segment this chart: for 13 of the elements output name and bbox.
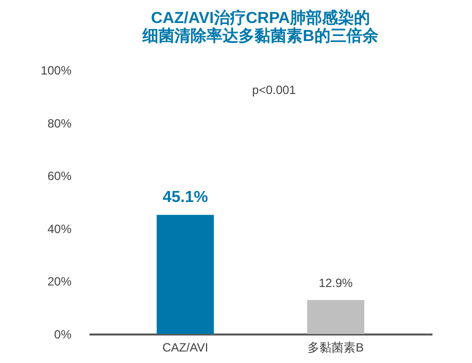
y-tick-label: 40% xyxy=(47,222,72,236)
y-tick-label: 0% xyxy=(54,328,72,342)
chart-subtitle: 细菌清除率达多黏菌素B的三倍余 xyxy=(142,26,380,45)
chart-title: CAZ/AVI治疗CRPA肺部感染的 xyxy=(151,9,370,27)
y-tick-label: 60% xyxy=(47,169,72,184)
x-tick-label: 多黏菌素B xyxy=(308,340,364,354)
data-label: 45.1% xyxy=(162,188,208,206)
x-tick-label: CAZ/AVI xyxy=(162,340,208,354)
y-tick-label: 80% xyxy=(47,116,72,130)
data-label: 12.9% xyxy=(318,276,354,290)
y-tick-label: 20% xyxy=(47,274,72,289)
y-tick-label: 100% xyxy=(40,64,72,78)
annotation: p<0.001 xyxy=(252,83,296,97)
